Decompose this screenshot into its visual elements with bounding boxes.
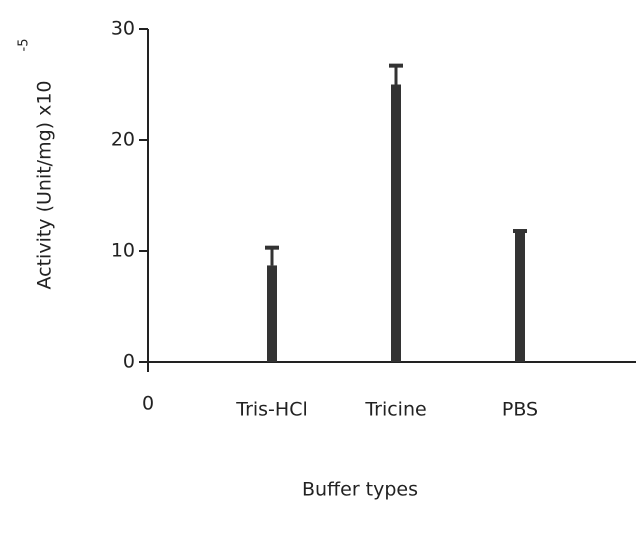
y-tick-label: 10 (111, 240, 135, 262)
y-tick-label: 30 (111, 18, 135, 40)
x-tick-label: Tricine (364, 399, 426, 421)
x-tick-label: Tris-HCl (235, 399, 308, 421)
x-tick-label: PBS (502, 399, 538, 421)
bar (267, 265, 277, 362)
y-axis-label: Activity (Unit/mg) x10 (34, 80, 56, 289)
bar (391, 84, 401, 362)
bar (515, 232, 525, 362)
y-tick-label: 0 (123, 351, 135, 373)
y-tick-label: 20 (111, 129, 135, 151)
y-axis-label-superscript: -5 (17, 39, 32, 52)
x-origin-label: 0 (142, 393, 154, 415)
x-axis-label: Buffer types (302, 479, 418, 501)
